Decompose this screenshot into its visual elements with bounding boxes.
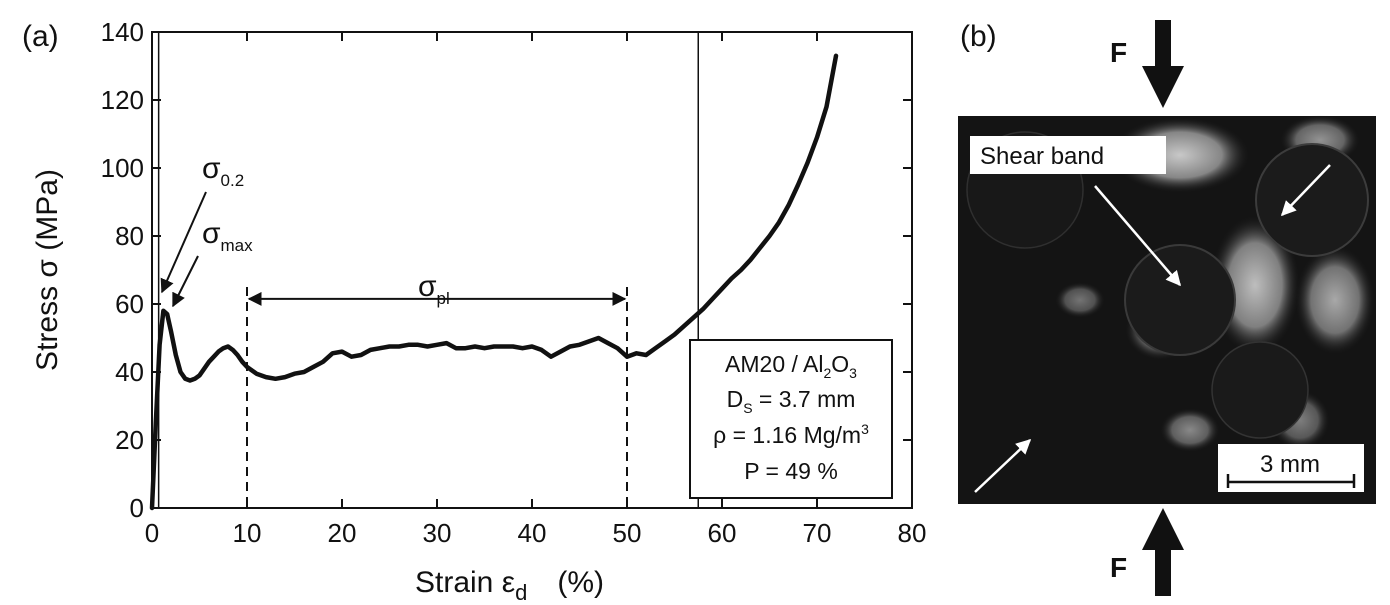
panel-a-label: (a): [22, 20, 59, 53]
stress-strain-curve: [149, 53, 839, 511]
y-tick-label: 120: [101, 85, 144, 115]
sigma02-symbol: σ: [202, 152, 221, 185]
photo-sphere: [1255, 143, 1369, 257]
top-force-arrow: F: [1110, 20, 1184, 108]
info-line-density: ρ = 1.16 Mg/m3: [713, 421, 869, 448]
info-diameter-sub: S: [743, 400, 752, 416]
y-axis: 0 20 40 60 80 100 120 140: [101, 17, 912, 523]
x-tick-label: 70: [803, 518, 832, 548]
x-tick-label: 10: [233, 518, 262, 548]
y-tick-label: 100: [101, 153, 144, 183]
photo-sphere: [1124, 244, 1236, 356]
material-info-box: AM20 / Al2O3 DS = 3.7 mm ρ = 1.16 Mg/m3 …: [689, 339, 893, 499]
y-tick-label: 60: [115, 289, 144, 319]
info-line-diameter: DS = 3.7 mm: [727, 386, 856, 416]
x-axis-title-unit: (%): [557, 566, 604, 599]
y-tick-label: 0: [130, 493, 144, 523]
x-tick-label: 20: [328, 518, 357, 548]
photo-bright-region: [1055, 282, 1105, 318]
x-axis-title-sub: d: [515, 580, 527, 605]
x-axis: 0 10 20 30 40 50 60 70 80: [145, 32, 927, 548]
sigmapl-symbol: σ: [418, 270, 437, 303]
x-tick-label: 0: [145, 518, 159, 548]
info-density-sup: 3: [861, 421, 869, 437]
photo-sphere: [1211, 341, 1309, 439]
y-axis-title: Stress σ (MPa): [31, 169, 64, 371]
sigmamax-label: σmax: [202, 217, 253, 255]
shear-band-arrow: [1280, 164, 1331, 217]
shear-band-arrow: [1094, 185, 1181, 287]
photo-bright-region: [1210, 215, 1300, 355]
x-axis-title-main: Strain ε: [415, 566, 515, 599]
sigma02-pointer: [160, 191, 207, 294]
x-tick-label: 30: [423, 518, 452, 548]
fracture-photograph: Shear band 3 mm: [958, 115, 1376, 504]
shear-band-arrow: [974, 438, 1032, 493]
top-force-arrow-head: [1142, 66, 1184, 108]
top-force-arrow-shaft: [1155, 20, 1171, 70]
x-tick-label: 50: [613, 518, 642, 548]
info-density-value: ρ = 1.16 Mg/m: [713, 422, 861, 448]
y-tick-label: 140: [101, 17, 144, 47]
bottom-force-arrow-head: [1142, 508, 1184, 550]
info-material-sub2: 3: [849, 365, 857, 381]
reference-lines: [157, 32, 699, 508]
panel-b-label: (b): [960, 20, 997, 53]
bottom-force-arrow: F: [1110, 508, 1184, 596]
info-material-sub1: 2: [823, 365, 831, 381]
x-tick-label: 60: [708, 518, 737, 548]
x-tick-label: 40: [518, 518, 547, 548]
sigmamax-subscript: max: [221, 236, 254, 255]
sigmamax-pointer: [172, 255, 199, 308]
x-axis-title: Strain εd (%): [415, 566, 604, 605]
info-box-frame: [689, 339, 893, 499]
photo-bright-region: [1160, 408, 1220, 452]
y-tick-label: 40: [115, 357, 144, 387]
shear-band-label: Shear band: [980, 143, 1104, 170]
info-material-mid: O: [831, 351, 849, 377]
y-tick-label: 80: [115, 221, 144, 251]
sigmapl-label: σpl: [418, 270, 450, 308]
info-line-porosity: P = 49 %: [744, 458, 838, 484]
top-force-label: F: [1110, 37, 1127, 68]
photo-bright-region: [1295, 245, 1375, 355]
sigmamax-symbol: σ: [202, 217, 221, 250]
scale-bar-bg: [1218, 444, 1364, 492]
bottom-force-label: F: [1110, 552, 1127, 583]
sigmapl-subscript: pl: [437, 289, 450, 308]
info-diameter-prefix: D: [727, 386, 744, 412]
stress-strain-chart: 0 20 40 60 80 100 120 140 0 10 20 30 40 50 60 70 80 Str…: [31, 17, 926, 605]
sigma02-label: σ0.2: [202, 152, 244, 190]
info-diameter-value: = 3.7 mm: [753, 386, 856, 412]
y-tick-label: 20: [115, 425, 144, 455]
scale-bar-label: 3 mm: [1260, 451, 1320, 478]
bottom-force-arrow-shaft: [1155, 548, 1171, 596]
sigma02-subscript: 0.2: [221, 171, 245, 190]
info-material-prefix: AM20 / Al: [725, 351, 823, 377]
x-tick-label: 80: [898, 518, 927, 548]
shear-band-label-bg: [970, 136, 1166, 174]
info-line-material: AM20 / Al2O3: [725, 351, 857, 381]
